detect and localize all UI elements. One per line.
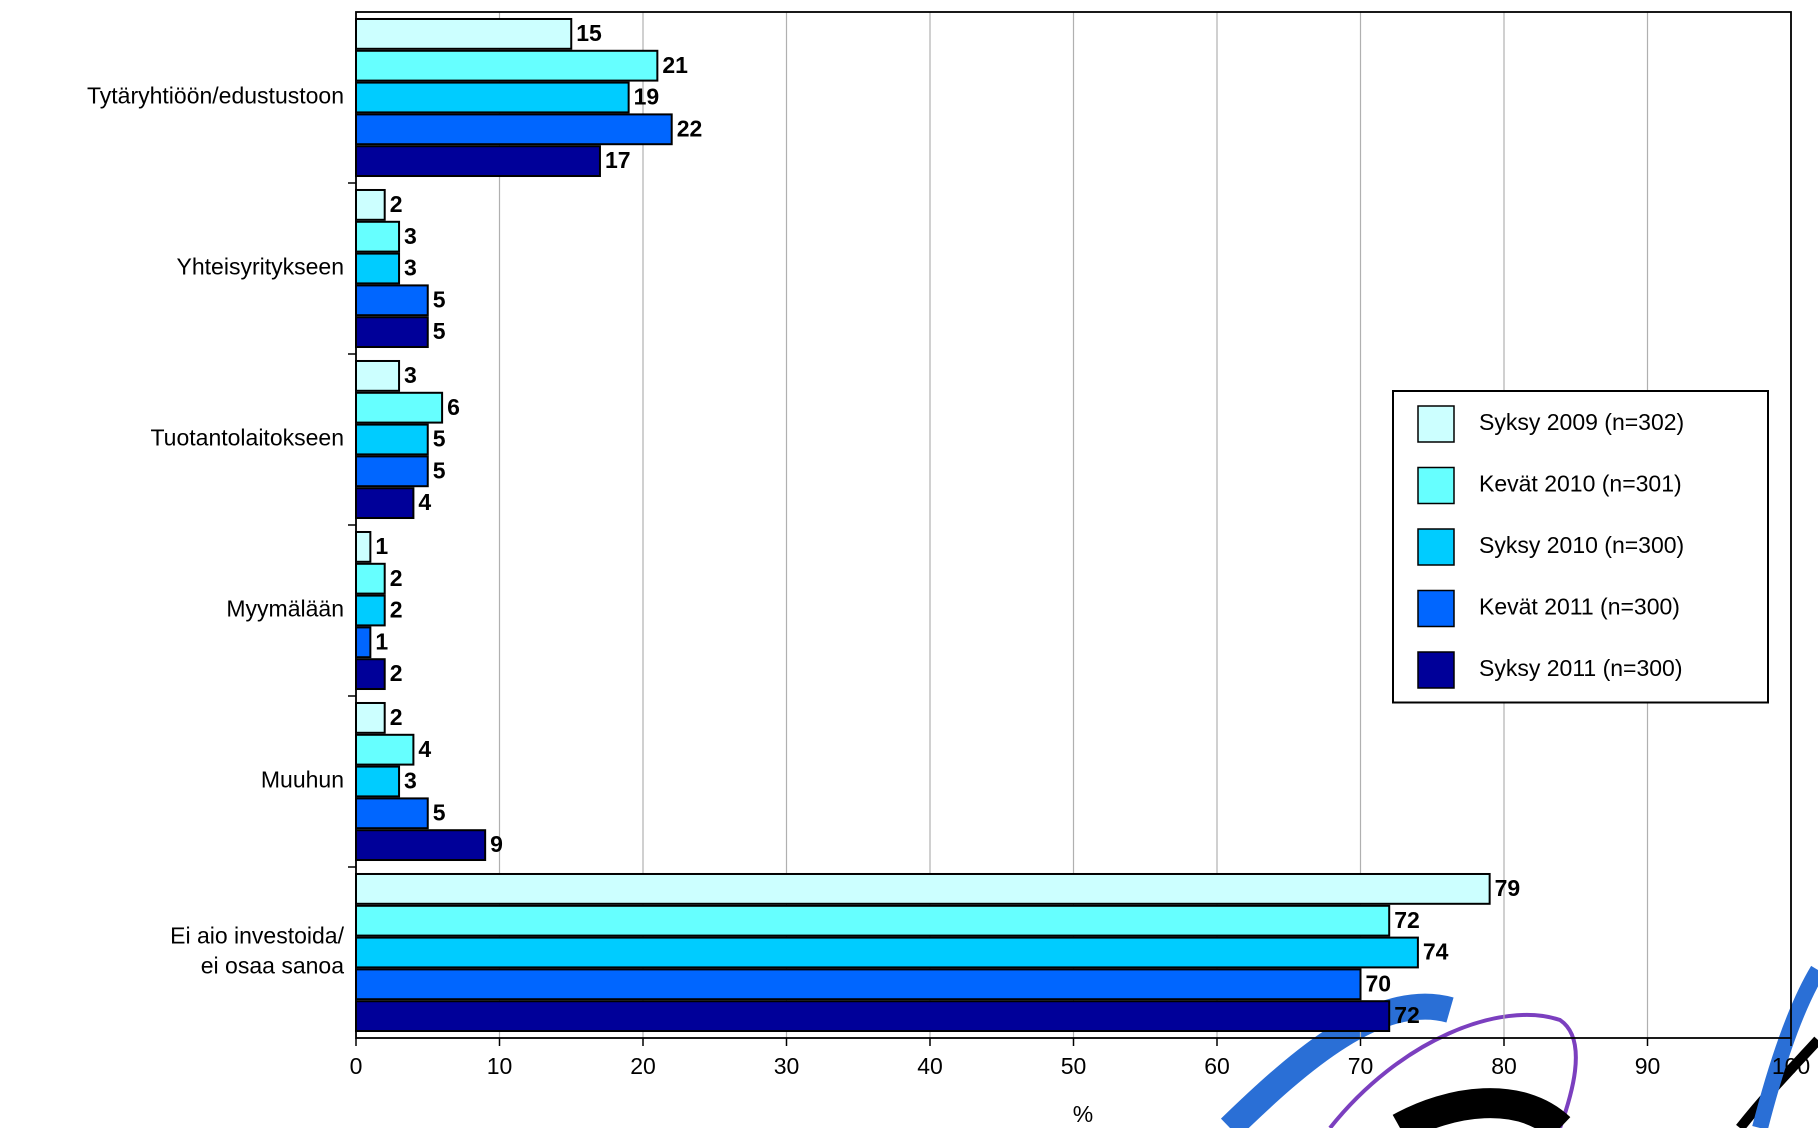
decoration xyxy=(1220,965,1818,1128)
bar xyxy=(355,530,372,563)
bar xyxy=(355,113,673,146)
bar xyxy=(355,487,415,520)
legend-swatch xyxy=(1417,589,1455,628)
legend-swatch xyxy=(1417,651,1455,689)
value-label: 5 xyxy=(433,799,446,825)
x-tick-label: 90 xyxy=(1635,1053,1661,1079)
bar xyxy=(355,145,601,178)
bar xyxy=(355,701,386,734)
value-label: 4 xyxy=(418,736,431,762)
value-label: 17 xyxy=(605,147,631,173)
x-tick-label: 0 xyxy=(350,1053,363,1079)
value-label: 15 xyxy=(576,20,602,46)
value-label: 4 xyxy=(418,489,431,515)
value-label: 2 xyxy=(390,704,403,730)
bar xyxy=(355,391,444,424)
bar xyxy=(355,936,1419,969)
legend-swatch xyxy=(1417,528,1455,566)
legend-label: Syksy 2009 (n=302) xyxy=(1479,409,1684,435)
y-tick-label: Tytäryhtiöön/edustustoon xyxy=(87,83,344,109)
bar xyxy=(355,562,386,595)
bar xyxy=(355,49,659,82)
value-label: 3 xyxy=(404,768,417,794)
bar xyxy=(355,968,1362,1001)
x-tick-label: 80 xyxy=(1491,1053,1517,1079)
x-tick-label: 40 xyxy=(917,1053,943,1079)
x-tick-label: 60 xyxy=(1204,1053,1230,1079)
bar xyxy=(355,17,573,50)
bar xyxy=(355,81,630,114)
bar xyxy=(355,904,1391,937)
bar xyxy=(355,455,429,488)
y-tick-label: Yhteisyritykseen xyxy=(177,254,344,280)
value-label: 1 xyxy=(375,628,388,654)
legend-swatch xyxy=(1417,405,1455,443)
value-label: 19 xyxy=(634,84,660,110)
bar xyxy=(355,284,429,317)
legend-label: Kevät 2010 (n=301) xyxy=(1479,471,1682,497)
bar xyxy=(355,220,401,253)
value-label: 2 xyxy=(390,191,403,217)
value-label: 72 xyxy=(1394,1002,1420,1028)
value-label: 9 xyxy=(490,831,503,857)
y-tick-label: Muuhun xyxy=(261,767,344,793)
legend-label: Kevät 2011 (n=300) xyxy=(1479,594,1680,620)
value-label: 5 xyxy=(433,286,446,312)
value-label: 5 xyxy=(433,318,446,344)
bar xyxy=(355,658,386,691)
x-tick-label: 100 xyxy=(1772,1053,1810,1079)
value-label: 72 xyxy=(1394,907,1420,933)
bar xyxy=(355,423,429,456)
value-label: 1 xyxy=(375,533,388,559)
x-tick-label: 20 xyxy=(630,1053,656,1079)
value-label: 2 xyxy=(390,597,403,623)
bar xyxy=(355,733,415,766)
value-label: 74 xyxy=(1423,939,1449,965)
bar xyxy=(355,829,487,862)
y-tick-label: Myymälään xyxy=(226,596,344,622)
x-axis-label: % xyxy=(1073,1101,1093,1127)
value-label: 6 xyxy=(447,394,460,420)
value-label: 70 xyxy=(1366,970,1392,996)
x-tick-label: 50 xyxy=(1061,1053,1087,1079)
x-tick-label: 30 xyxy=(774,1053,800,1079)
bar xyxy=(355,797,429,830)
bar xyxy=(355,594,386,627)
value-label: 3 xyxy=(404,362,417,388)
bar xyxy=(355,188,386,221)
bar xyxy=(355,626,372,659)
legend-label: Syksy 2011 (n=300) xyxy=(1479,655,1683,681)
y-tick-label: Ei aio investoida/ei osaa sanoa xyxy=(170,923,344,979)
bar xyxy=(355,872,1491,905)
x-tick-label: 10 xyxy=(487,1053,513,1079)
value-label: 5 xyxy=(433,426,446,452)
y-tick-label: Tuotantolaitokseen xyxy=(150,425,344,451)
value-label: 5 xyxy=(433,457,446,483)
bar xyxy=(355,765,401,798)
value-label: 2 xyxy=(390,660,403,686)
value-label: 2 xyxy=(390,565,403,591)
value-label: 3 xyxy=(404,223,417,249)
legend-box xyxy=(1392,390,1769,704)
bar xyxy=(355,1000,1391,1033)
legend-label: Syksy 2010 (n=300) xyxy=(1479,532,1684,558)
value-label: 22 xyxy=(677,115,703,141)
value-label: 3 xyxy=(404,255,417,281)
bar xyxy=(355,316,429,349)
bar xyxy=(355,359,401,392)
legend-swatch xyxy=(1417,466,1455,505)
value-label: 21 xyxy=(662,52,688,78)
bar xyxy=(355,252,401,285)
x-tick-label: 70 xyxy=(1348,1053,1374,1079)
value-label: 79 xyxy=(1495,875,1521,901)
